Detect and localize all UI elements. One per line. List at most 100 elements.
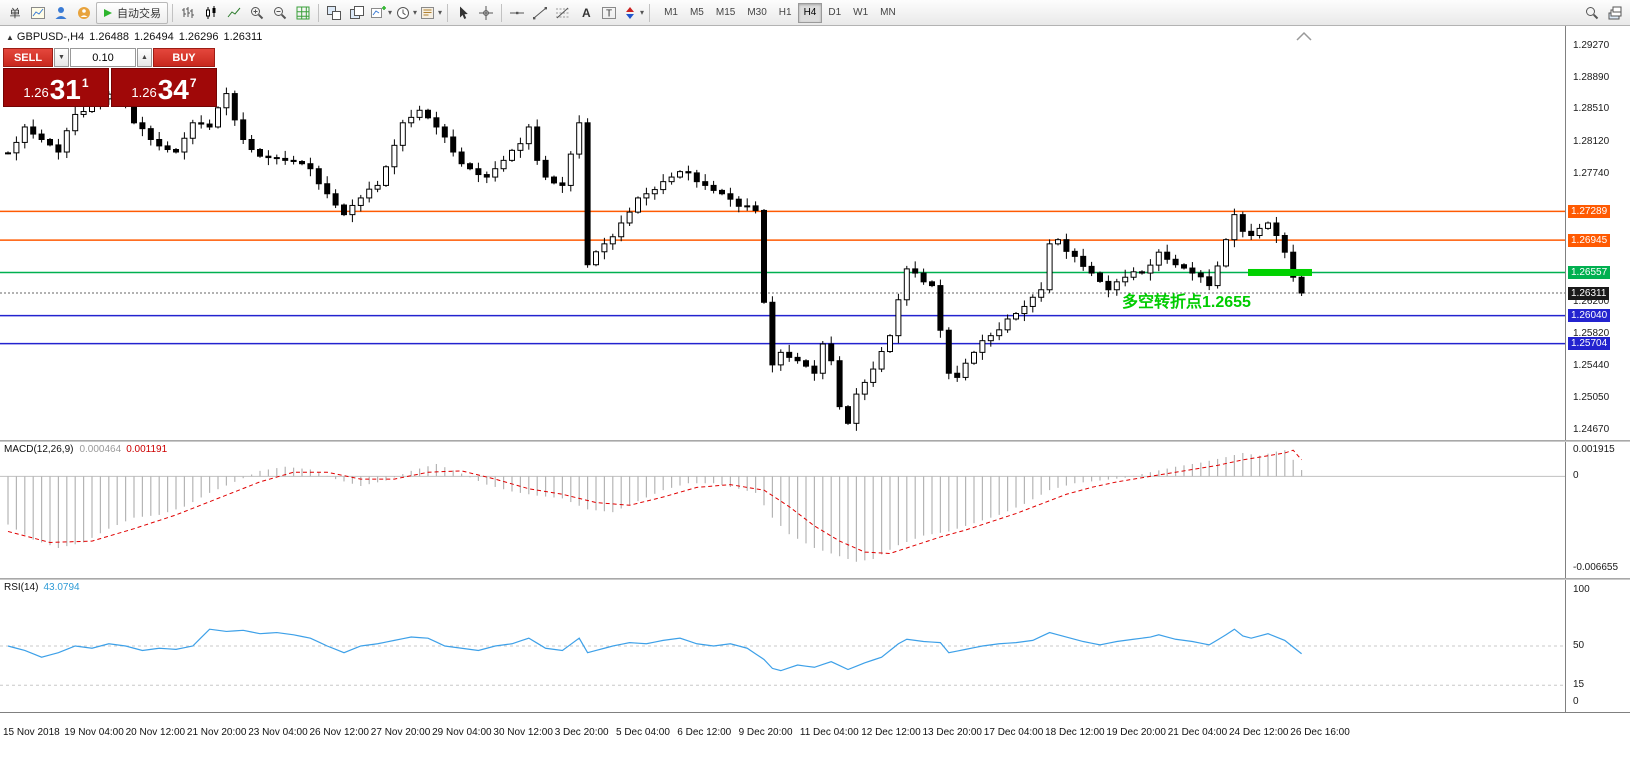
price-chart[interactable] <box>0 26 1566 440</box>
time-label: 6 Dec 12:00 <box>677 727 732 738</box>
bar-chart-icon[interactable] <box>177 2 199 24</box>
ohlc-high: 1.26494 <box>133 31 174 43</box>
time-label: 29 Nov 04:00 <box>432 727 492 738</box>
dropdown-icon: ▾ <box>438 8 443 17</box>
add-indicator-icon[interactable]: ▾ <box>369 2 393 24</box>
time-label: 24 Dec 12:00 <box>1229 727 1289 738</box>
search-icon[interactable] <box>1581 2 1603 24</box>
autotrade-button[interactable]: 自动交易 <box>96 1 168 24</box>
community-icon[interactable] <box>73 2 95 24</box>
time-label: 5 Dec 04:00 <box>616 727 670 738</box>
line-chart-icon[interactable] <box>223 2 245 24</box>
ask-price-display[interactable]: 1.26 34 7 <box>111 68 217 107</box>
time-label: 19 Nov 04:00 <box>64 727 124 738</box>
rsi-tick: 0 <box>1573 696 1579 707</box>
crosshair-icon[interactable] <box>475 2 497 24</box>
dropdown-icon: ▾ <box>388 8 393 17</box>
macd-label: MACD(12,26,9) 0.000464 0.001191 <box>4 444 167 455</box>
timeframe-w1[interactable]: W1 <box>847 3 874 23</box>
macd-tick: -0.006655 <box>1573 562 1619 573</box>
price-badge: 1.26945 <box>1568 233 1611 247</box>
play-icon <box>104 8 112 17</box>
main-chart-panel: 1.29270 1.28890 1.28510 1.28120 1.27740 1.262… <box>0 26 1630 440</box>
time-label: 12 Dec 12:00 <box>861 727 921 738</box>
timeframe-toolbar: M1 M5 M15 M30 H1 H4 D1 W1 MN <box>658 2 902 23</box>
price-tick: 1.28890 <box>1573 71 1610 83</box>
svg-text:T: T <box>606 8 612 19</box>
dropdown-icon: ▾ <box>640 8 645 17</box>
zoom-in-icon[interactable] <box>246 2 268 24</box>
ohlc-low: 1.26296 <box>178 31 219 43</box>
candlestick-chart-icon[interactable] <box>200 2 222 24</box>
bid-main: 1.26 <box>23 85 49 100</box>
text-icon[interactable]: A <box>575 2 597 24</box>
macd-tick: 0.001915 <box>1573 444 1615 455</box>
toolbar: 单 自动交易 <box>0 0 1630 26</box>
volume-increase-button[interactable]: ▲ <box>137 48 152 67</box>
ohlc-open: 1.26488 <box>89 31 129 43</box>
rsi-chart[interactable] <box>0 580 1566 712</box>
volume-input[interactable] <box>70 48 136 67</box>
rsi-axis[interactable]: 100 50 15 0 <box>1567 580 1630 712</box>
trendline-icon[interactable] <box>529 2 551 24</box>
new-order-button[interactable]: 单 <box>4 2 26 24</box>
tile-windows-icon[interactable] <box>323 2 345 24</box>
price-badge: 1.27289 <box>1568 204 1611 218</box>
timeframe-h4[interactable]: H4 <box>797 2 823 23</box>
text-label-icon[interactable]: T <box>598 2 620 24</box>
bid-pip: 1 <box>81 76 89 90</box>
volume-decrease-button[interactable]: ▼ <box>54 48 69 67</box>
timeframe-m1[interactable]: M1 <box>658 3 684 23</box>
macd-chart[interactable] <box>0 442 1566 578</box>
layers-icon[interactable] <box>1604 2 1626 24</box>
timeframe-h1[interactable]: H1 <box>773 3 798 23</box>
time-label: 9 Dec 20:00 <box>738 727 793 738</box>
price-axis[interactable]: 1.29270 1.28890 1.28510 1.28120 1.27740 1.262… <box>1567 26 1630 440</box>
time-axis[interactable]: 15 Nov 2018 19 Nov 04:00 20 Nov 12:00 21 No… <box>0 712 1630 771</box>
price-badge: 1.26040 <box>1568 309 1611 323</box>
bid-price-display[interactable]: 1.26 31 1 <box>3 68 109 107</box>
rsi-panel: 100 50 15 0 RSI(14) 43.0794 <box>0 580 1630 712</box>
rsi-tick: 50 <box>1573 640 1585 651</box>
timeframe-d1[interactable]: D1 <box>822 3 847 23</box>
timeframe-m15[interactable]: M15 <box>710 3 741 23</box>
buy-button[interactable]: BUY <box>153 48 215 67</box>
autotrade-label: 自动交易 <box>117 7 161 20</box>
toolbar-separator <box>447 3 449 22</box>
dropdown-icon: ▾ <box>413 8 418 17</box>
spinner-down-icon: ▼ <box>58 54 65 61</box>
macd-panel: 0.001915 0 -0.006655 MACD(12,26,9) 0.000464… <box>0 442 1630 578</box>
timeframe-m30[interactable]: M30 <box>741 3 772 23</box>
rsi-tick: 15 <box>1573 679 1585 691</box>
fibonacci-icon[interactable] <box>552 2 574 24</box>
arrows-icon[interactable]: ▾ <box>621 2 645 24</box>
cascade-windows-icon[interactable] <box>346 2 368 24</box>
price-tick: 1.27740 <box>1573 167 1610 179</box>
new-chart-icon[interactable] <box>27 2 49 24</box>
timeframe-m5[interactable]: M5 <box>684 3 710 23</box>
time-label: 20 Nov 12:00 <box>125 727 186 738</box>
sell-button[interactable]: SELL <box>3 48 53 67</box>
collapse-panel-icon[interactable]: ▲ <box>6 33 14 42</box>
macd-axis[interactable]: 0.001915 0 -0.006655 <box>1567 442 1630 578</box>
rsi-label: RSI(14) 43.0794 <box>4 582 80 593</box>
panel-splitter[interactable] <box>0 578 1630 580</box>
toolbar-separator <box>172 3 173 22</box>
price-badge: 1.25704 <box>1568 337 1611 351</box>
cursor-icon[interactable] <box>452 2 474 24</box>
profile-icon[interactable] <box>50 2 72 24</box>
price-tick: 1.28120 <box>1573 136 1610 147</box>
chart-annotation-text: 多空转折点1.2655 <box>1122 294 1251 311</box>
toolbar-separator <box>649 3 651 22</box>
grid-icon[interactable] <box>292 2 314 24</box>
ask-main: 1.26 <box>131 85 157 100</box>
period-icon[interactable]: ▾ <box>394 2 418 24</box>
panel-splitter[interactable] <box>0 440 1630 442</box>
timeframe-mn[interactable]: MN <box>874 3 902 23</box>
zoom-out-icon[interactable] <box>269 2 291 24</box>
time-label: 17 Dec 04:00 <box>983 727 1044 738</box>
template-icon[interactable]: ▾ <box>419 2 443 24</box>
horizontal-line-icon[interactable] <box>506 2 528 24</box>
macd-value-signal: 0.001191 <box>126 444 168 455</box>
